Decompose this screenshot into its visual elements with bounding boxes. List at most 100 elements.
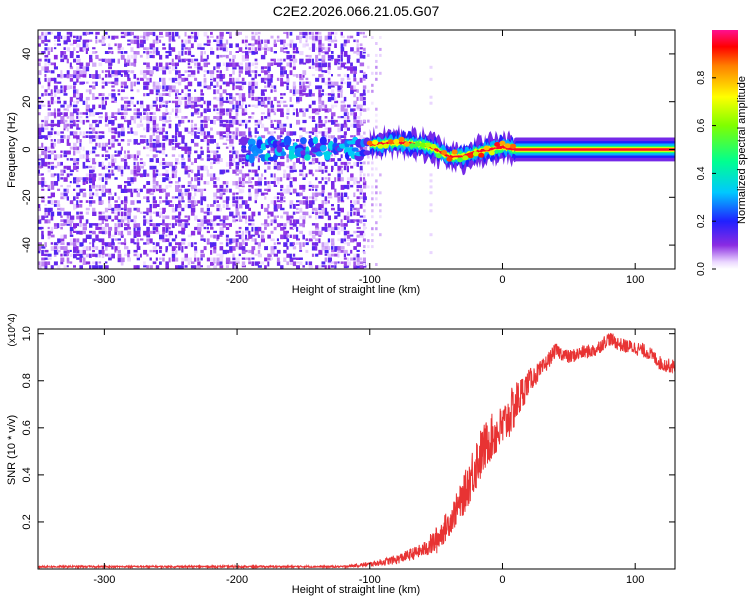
heatmap-cell (280, 39, 284, 45)
heatmap-cell (289, 31, 293, 36)
heatmap-cell (371, 191, 374, 195)
heatmap-cell (289, 204, 292, 209)
heatmap-cell (159, 215, 162, 218)
heatmap-cell (372, 139, 379, 145)
heatmap-cell (82, 161, 86, 167)
heatmap-cell (187, 89, 191, 92)
heatmap-cell (194, 89, 197, 92)
heatmap-cell (311, 188, 314, 191)
heatmap-cell (213, 261, 216, 264)
heatmap-cell (264, 226, 267, 230)
heatmap-cell (181, 184, 185, 188)
heatmap-cell (200, 207, 204, 213)
heatmap-cell (375, 42, 378, 45)
heatmap-cell (66, 158, 69, 161)
heatmap-cell (260, 100, 266, 105)
heatmap-cell (133, 158, 138, 161)
heatmap-cell (44, 39, 48, 42)
heatmap-cell (340, 135, 345, 138)
heatmap-cell (367, 173, 370, 177)
heatmap-cell (57, 35, 60, 41)
heatmap-cell (76, 70, 80, 74)
heatmap-cell (248, 66, 251, 71)
heatmap-cell (171, 35, 175, 41)
heatmap-cell (175, 139, 178, 142)
heatmap-cell (38, 265, 42, 269)
heatmap-cell (216, 223, 221, 226)
heatmap-cell (276, 223, 281, 228)
heatmap-cell (311, 93, 315, 97)
heatmap-cell (318, 211, 322, 215)
heatmap-cell (238, 70, 243, 74)
heatmap-cell (60, 257, 65, 262)
heatmap-cell (219, 108, 224, 113)
heatmap-cell (302, 70, 307, 76)
heatmap-cell (85, 89, 90, 93)
heatmap-cell (47, 112, 52, 117)
heatmap-cell (232, 54, 236, 59)
heatmap-cell (184, 257, 189, 262)
heatmap-cell (89, 169, 94, 174)
heatmap-cell (190, 204, 196, 208)
heatmap-cell (44, 93, 47, 96)
heatmap-cell (248, 93, 251, 99)
heatmap-cell (162, 238, 167, 243)
heatmap-cell (194, 108, 199, 113)
heatmap-cell (222, 100, 227, 103)
heatmap-cell (356, 81, 360, 85)
heatmap-cell (308, 89, 313, 95)
heatmap-cell (165, 131, 168, 135)
heatmap-cell (327, 200, 330, 204)
heatmap-cell (273, 96, 277, 101)
heatmap-cell (264, 104, 268, 108)
heatmap-cell (238, 177, 241, 182)
heatmap-cell (350, 108, 355, 112)
heatmap-cell (315, 62, 319, 68)
heatmap-cell (117, 43, 122, 48)
heatmap-cell (175, 96, 180, 100)
heatmap-cell (38, 96, 41, 100)
heatmap-cell (203, 131, 206, 135)
heatmap-cell (168, 200, 173, 203)
heatmap-cell (95, 31, 100, 35)
heatmap-cell (292, 177, 297, 182)
heatmap-cell (245, 173, 250, 177)
heatmap-cell (235, 154, 238, 159)
heatmap-cell (76, 51, 79, 53)
heatmap-cell (73, 150, 76, 156)
heatmap-cell (283, 58, 286, 62)
heatmap-cell (95, 39, 98, 44)
heatmap-cell (359, 77, 363, 83)
heatmap-cell (251, 96, 255, 101)
heatmap-cell (108, 119, 113, 125)
heatmap-cell (304, 154, 311, 161)
heatmap-cell (143, 116, 148, 120)
heatmap-cell (79, 93, 83, 99)
heatmap-cell (356, 31, 360, 36)
heatmap-cell (311, 35, 315, 41)
heatmap-cell (95, 70, 98, 75)
heatmap-cell (245, 226, 249, 231)
heatmap-cell (299, 215, 302, 220)
heatmap-cell (219, 112, 224, 116)
heatmap-cell (155, 104, 158, 109)
heatmap-cell (92, 135, 97, 139)
heatmap-cell (302, 142, 306, 147)
heatmap-cell (229, 135, 232, 139)
heatmap-cell (311, 43, 316, 48)
heatmap-cell (340, 184, 345, 190)
heatmap-cell (324, 249, 329, 254)
heatmap-cell (143, 74, 147, 79)
heatmap-cell (264, 81, 267, 84)
heatmap-cell (89, 158, 92, 161)
heatmap-cell (108, 35, 111, 39)
heatmap-cell (178, 96, 181, 101)
heatmap-cell (187, 119, 191, 123)
heatmap-cell (168, 242, 172, 247)
heatmap-cell (200, 200, 203, 206)
heatmap-cell (178, 81, 182, 86)
heatmap-cell (162, 100, 167, 104)
heatmap-cell (159, 200, 162, 204)
heatmap-cell (82, 188, 86, 191)
